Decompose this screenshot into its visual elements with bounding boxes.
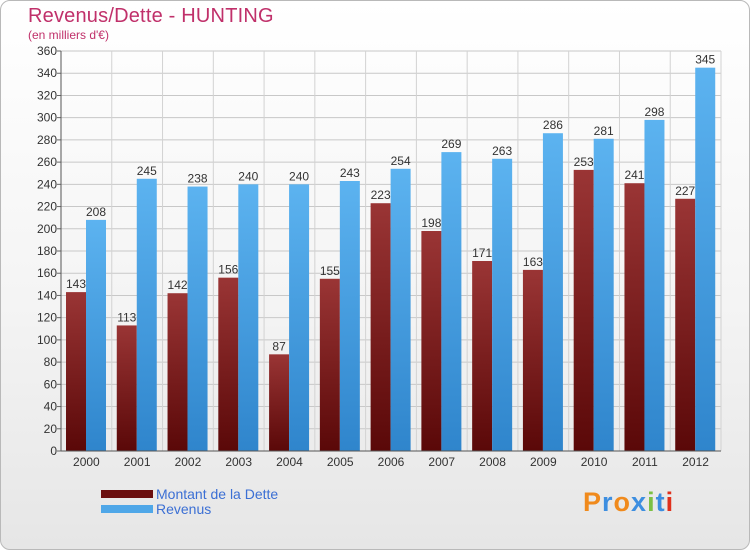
y-tick-label: 40 <box>44 400 58 414</box>
y-tick-label: 100 <box>37 333 57 347</box>
bar-debt <box>472 261 493 451</box>
data-label-debt: 171 <box>472 246 492 260</box>
bar-debt <box>421 231 442 451</box>
y-tick-label: 200 <box>37 222 57 236</box>
data-label-debt: 155 <box>320 264 340 278</box>
data-label-revenus: 238 <box>188 172 208 186</box>
data-label-revenus: 345 <box>695 53 715 67</box>
y-tick-label: 140 <box>37 288 57 302</box>
y-tick-label: 80 <box>44 355 58 369</box>
bar-debt <box>319 278 340 451</box>
legend-swatch-debt <box>101 490 153 498</box>
y-tick-label: 180 <box>37 244 57 258</box>
x-tick-label: 2004 <box>276 455 303 469</box>
y-tick-label: 20 <box>44 422 58 436</box>
x-tick-label: 2009 <box>530 455 557 469</box>
y-tick-label: 300 <box>37 111 57 125</box>
y-tick-label: 360 <box>37 44 57 58</box>
bar-revenus <box>86 219 106 451</box>
data-label-debt: 142 <box>168 278 188 292</box>
y-tick-label: 0 <box>50 444 57 458</box>
y-tick-label: 340 <box>37 66 57 80</box>
x-tick-label: 2005 <box>327 455 354 469</box>
data-label-debt: 253 <box>574 155 594 169</box>
x-tick-label: 2001 <box>124 455 151 469</box>
bar-debt <box>218 277 239 451</box>
x-tick-label: 2010 <box>581 455 608 469</box>
legend-swatch-revenus <box>101 505 153 513</box>
data-label-revenus: 286 <box>543 118 563 132</box>
bar-debt <box>269 354 290 451</box>
bar-revenus <box>593 138 614 451</box>
proxiti-logo: Proxiti <box>583 487 675 517</box>
chart-title: Revenus/Dette - HUNTING <box>28 5 274 27</box>
data-label-debt: 143 <box>66 277 86 291</box>
bar-debt <box>167 293 188 451</box>
x-tick-label: 2003 <box>225 455 252 469</box>
bar-revenus <box>441 152 462 451</box>
data-label-debt: 156 <box>218 263 238 277</box>
data-label-debt: 241 <box>624 168 644 182</box>
x-tick-label: 2000 <box>73 455 100 469</box>
data-label-debt: 198 <box>421 216 441 230</box>
data-label-revenus: 243 <box>340 166 360 180</box>
y-tick-label: 60 <box>44 377 58 391</box>
bar-revenus <box>339 181 360 451</box>
data-label-revenus: 263 <box>492 144 512 158</box>
bar-debt <box>522 269 543 451</box>
data-label-debt: 163 <box>523 255 543 269</box>
x-tick-label: 2007 <box>428 455 455 469</box>
x-tick-label: 2012 <box>682 455 709 469</box>
bar-revenus <box>187 186 208 452</box>
bar-revenus <box>695 67 716 452</box>
data-label-revenus: 240 <box>238 169 258 183</box>
data-label-debt: 87 <box>272 339 286 353</box>
data-label-debt: 113 <box>117 310 136 324</box>
data-label-revenus: 245 <box>137 164 157 178</box>
bar-revenus <box>644 119 665 451</box>
bar-revenus <box>390 168 411 451</box>
y-tick-label: 120 <box>37 311 57 325</box>
bar-revenus <box>238 184 259 452</box>
legend-label-debt: Montant de la Dette <box>156 486 279 502</box>
y-tick-label: 160 <box>37 266 57 280</box>
bar-debt <box>370 203 391 451</box>
data-label-debt: 223 <box>371 188 391 202</box>
bar-revenus <box>542 133 563 451</box>
x-tick-label: 2002 <box>175 455 202 469</box>
bar-revenus <box>289 184 310 452</box>
data-label-revenus: 208 <box>86 205 106 219</box>
data-label-debt: 227 <box>675 184 695 198</box>
bar-debt <box>66 292 86 451</box>
data-label-revenus: 254 <box>391 154 411 168</box>
y-tick-label: 220 <box>37 200 57 214</box>
y-tick-label: 240 <box>37 177 57 191</box>
legend-label-revenus: Revenus <box>156 501 212 517</box>
data-label-revenus: 298 <box>644 105 664 119</box>
bar-revenus <box>136 178 157 451</box>
bar-revenus <box>492 158 513 451</box>
bar-debt <box>675 198 696 451</box>
y-tick-label: 260 <box>37 155 57 169</box>
y-tick-label: 320 <box>37 88 57 102</box>
data-label-revenus: 269 <box>441 137 461 151</box>
bar-debt <box>116 325 137 451</box>
chart-subtitle: (en milliers d'€) <box>28 28 109 42</box>
bar-debt <box>573 169 594 451</box>
data-label-revenus: 281 <box>594 124 614 138</box>
x-tick-label: 2011 <box>632 455 658 469</box>
x-tick-label: 2008 <box>479 455 506 469</box>
data-label-revenus: 240 <box>289 169 309 183</box>
x-tick-label: 2006 <box>378 455 405 469</box>
bar-debt <box>624 183 645 451</box>
y-tick-label: 280 <box>37 133 57 147</box>
